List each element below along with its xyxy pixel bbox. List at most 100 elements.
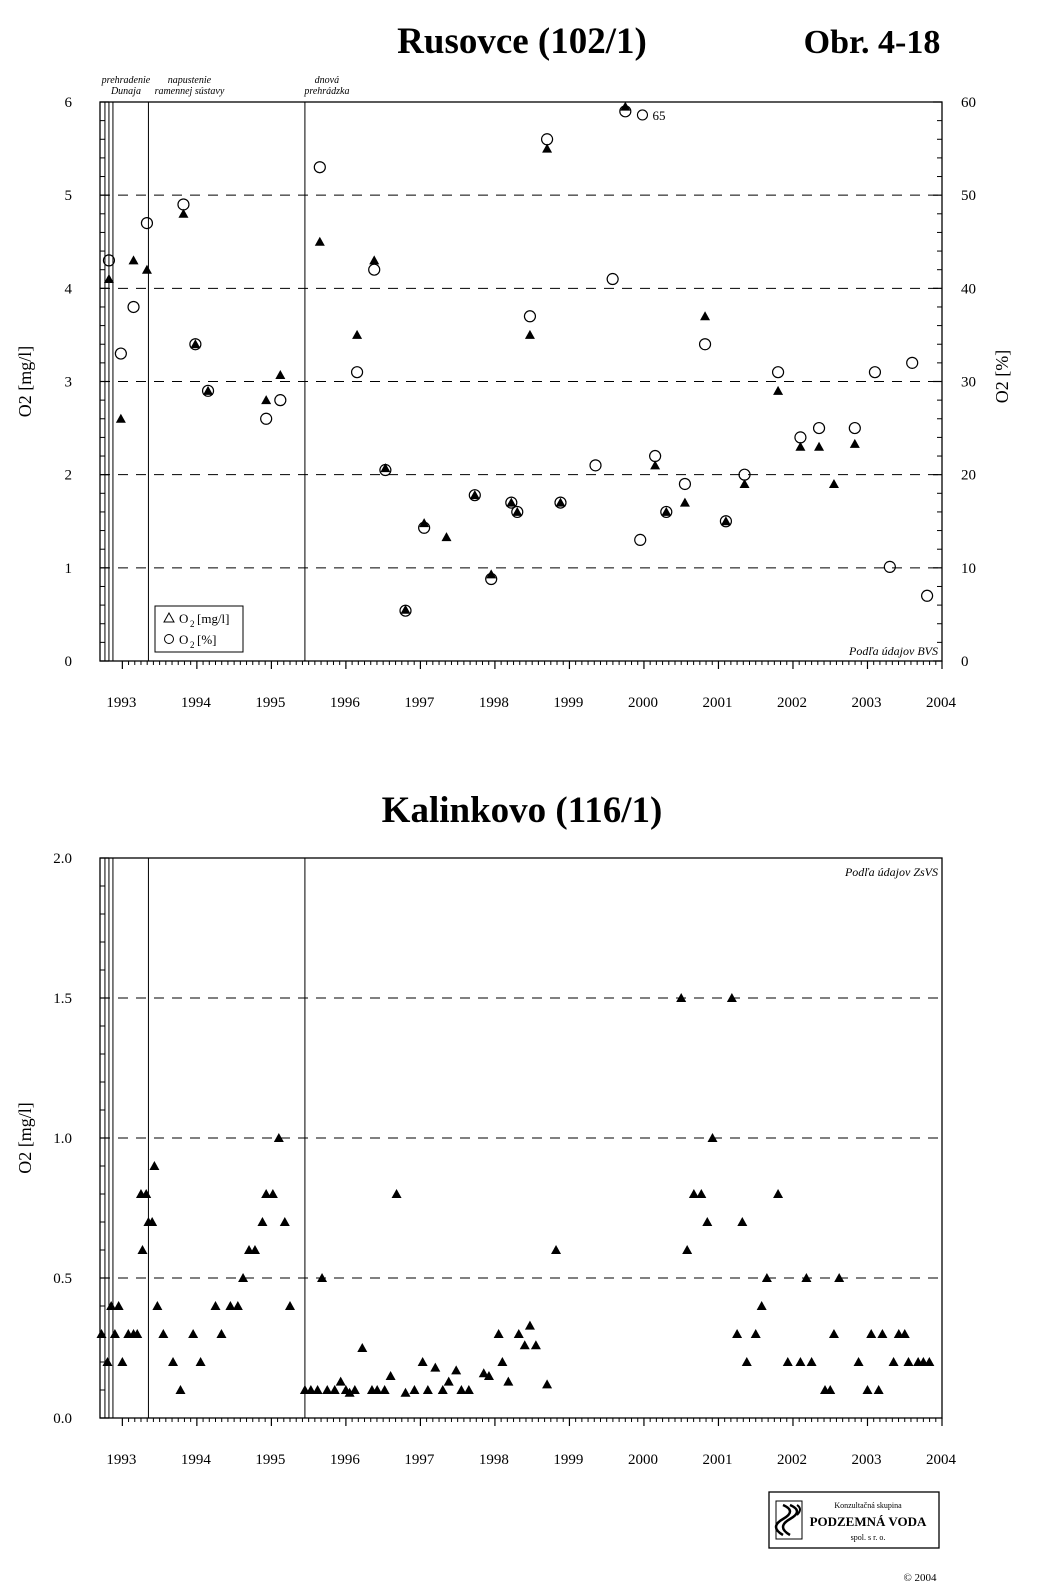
- y2-tick-label: 60: [961, 95, 976, 111]
- data-point-triangle: [232, 1301, 243, 1310]
- data-point-triangle: [782, 1357, 793, 1366]
- x-tick-label: 1998: [479, 1452, 509, 1468]
- x-tick-label: 2001: [702, 1452, 732, 1468]
- data-point-circle: [794, 431, 807, 444]
- data-point-triangle: [352, 329, 363, 339]
- chart2-plot: 0.0 0.5 1.0 1.5 2.0 1993 1994 1995 1996 1997 1998 1…: [15, 851, 957, 1468]
- data-point-triangle: [210, 1301, 221, 1310]
- data-point-circle: [177, 198, 190, 211]
- legend-label: [%]: [197, 632, 217, 647]
- data-point-triangle: [899, 1329, 910, 1338]
- data-point-triangle: [853, 1357, 864, 1366]
- logo-line2: PODZEMNÁ VODA: [810, 1514, 927, 1529]
- data-point-triangle: [524, 329, 535, 339]
- data-point-triangle: [305, 1385, 316, 1394]
- event-label: prehrádzka: [303, 86, 349, 97]
- data-point-triangle: [379, 1385, 390, 1394]
- x-tick-label: 1997: [404, 695, 435, 711]
- legend-subscript: 2: [190, 619, 195, 629]
- data-point-triangle: [737, 1217, 748, 1226]
- data-point-triangle: [451, 1365, 462, 1375]
- data-point-triangle: [380, 463, 391, 473]
- data-point-triangle: [463, 1385, 474, 1394]
- data-point-triangle: [676, 993, 687, 1002]
- data-point-circle: [606, 272, 619, 286]
- x-tick-label: 1994: [181, 695, 212, 711]
- data-point-circle: [102, 254, 116, 267]
- data-point-circle: [189, 338, 202, 351]
- data-point-triangle: [483, 1371, 494, 1380]
- data-point-triangle: [109, 1329, 120, 1338]
- data-point-triangle: [178, 208, 189, 218]
- data-point-triangle: [720, 516, 731, 526]
- y-tick-label: 0: [65, 654, 73, 670]
- annotation-marker: [636, 109, 649, 121]
- data-point-circle: [505, 496, 518, 509]
- x-tick-label: 2002: [777, 695, 807, 711]
- x-tick-label: 1995: [255, 695, 285, 711]
- data-point-triangle: [866, 1329, 877, 1338]
- data-point-triangle: [152, 1301, 163, 1310]
- data-point-triangle: [335, 1376, 346, 1386]
- data-point-triangle: [369, 255, 380, 265]
- data-point-triangle: [409, 1385, 420, 1394]
- data-point-triangle: [149, 1161, 160, 1170]
- y-tick-label: 0.0: [53, 1411, 72, 1427]
- data-point-circle: [313, 161, 326, 174]
- legend-triangle-icon: [163, 611, 175, 623]
- data-point-triangle: [422, 1385, 433, 1394]
- data-point-triangle: [497, 1357, 508, 1366]
- data-point-circle: [678, 477, 692, 491]
- data-point-triangle: [524, 1320, 535, 1330]
- data-point-circle: [368, 263, 381, 276]
- data-point-triangle: [679, 497, 690, 507]
- y2-tick-label: 10: [961, 561, 976, 577]
- data-point-triangle: [190, 339, 201, 349]
- data-point-triangle: [437, 1385, 448, 1394]
- y-tick-label: 3: [65, 375, 73, 391]
- data-point-triangle: [650, 460, 661, 470]
- x-tick-label: 2000: [628, 1452, 658, 1468]
- y-tick-label: 6: [65, 95, 73, 111]
- data-point-triangle: [257, 1217, 268, 1226]
- data-point-circle: [350, 366, 364, 379]
- data-point-triangle: [273, 1133, 284, 1142]
- data-point-circle: [906, 356, 919, 369]
- data-point-triangle: [115, 413, 126, 423]
- data-point-triangle: [141, 264, 152, 274]
- y-axis-label: O2 [mg/l]: [15, 346, 35, 418]
- annotation-label: 65: [652, 108, 665, 123]
- data-point-triangle: [238, 1273, 249, 1282]
- data-point-triangle: [137, 1245, 148, 1254]
- y2-tick-label: 0: [961, 654, 969, 670]
- y-tick-label: 1.0: [53, 1131, 72, 1147]
- data-point-triangle: [216, 1329, 227, 1338]
- chart2-title: Kalinkovo (116/1): [382, 790, 663, 831]
- data-point-circle: [649, 449, 662, 463]
- x-tick-label: 2002: [777, 1452, 807, 1468]
- data-point-triangle: [132, 1329, 143, 1338]
- data-point-circle: [511, 505, 524, 519]
- x-tick-label: 1993: [106, 1452, 136, 1468]
- data-point-triangle: [372, 1385, 383, 1394]
- x-tick-label: 2003: [851, 695, 881, 711]
- data-point-triangle: [903, 1357, 914, 1366]
- data-point-triangle: [314, 236, 325, 246]
- data-point-triangle: [329, 1385, 340, 1394]
- legend-label: O: [179, 632, 188, 647]
- data-point-circle: [554, 496, 567, 509]
- data-point-triangle: [113, 1301, 124, 1310]
- data-point-circle: [399, 604, 412, 617]
- x-tick-label: 1996: [330, 1452, 361, 1468]
- x-tick-label: 2004: [926, 695, 957, 711]
- data-point-triangle: [542, 1379, 553, 1389]
- data-point-triangle: [391, 1189, 402, 1198]
- data-point-triangle: [741, 1357, 752, 1366]
- data-point-circle: [140, 217, 154, 230]
- data-point-triangle: [96, 1329, 107, 1338]
- x-tick-label: 1999: [553, 695, 583, 711]
- data-point-triangle: [106, 1301, 117, 1310]
- data-point-triangle: [801, 1273, 812, 1282]
- data-point-triangle: [888, 1357, 899, 1366]
- y-tick-label: 1: [65, 561, 73, 577]
